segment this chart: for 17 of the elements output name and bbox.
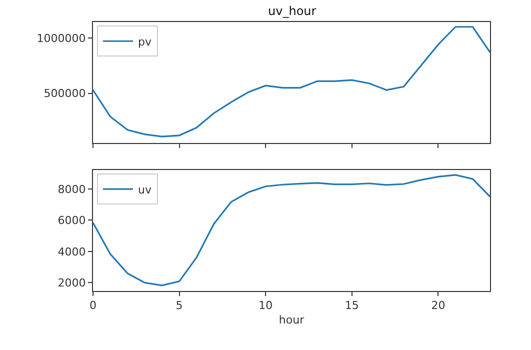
- x-tick-label: 15: [344, 299, 359, 312]
- y-tick-label: 2000: [58, 276, 86, 290]
- y-tick-label: 4000: [58, 245, 86, 258]
- legend-label: pv: [138, 35, 152, 48]
- line-series: [93, 174, 490, 286]
- legend-label: uv: [138, 183, 152, 196]
- y-tick-label: 6000: [58, 214, 86, 228]
- x-tick-label: 10: [258, 299, 273, 312]
- x-tick-label: 5: [176, 299, 183, 312]
- x-axis-title: hour: [278, 313, 305, 326]
- x-tick-label: 0: [90, 299, 96, 312]
- x-tick-label: 20: [431, 299, 446, 312]
- chart-title: uv_hour: [268, 4, 316, 18]
- y-tick-label: 8000: [58, 182, 86, 196]
- y-tick-label: 500000: [44, 87, 86, 100]
- line-series: [93, 26, 490, 138]
- y-tick-label: 1000000: [36, 32, 86, 45]
